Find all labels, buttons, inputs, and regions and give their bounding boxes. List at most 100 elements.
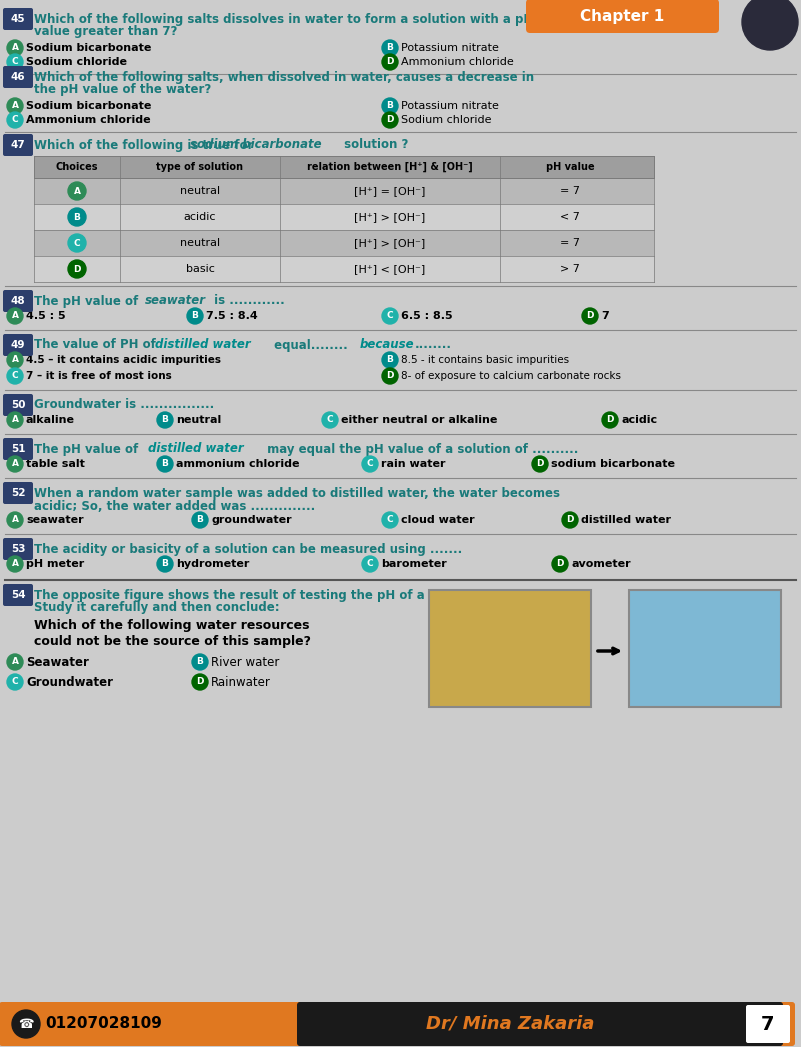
Text: 8- of exposure to calcium carbonate rocks: 8- of exposure to calcium carbonate rock…: [401, 371, 621, 381]
Text: seawater: seawater: [26, 515, 83, 525]
Text: 51: 51: [10, 444, 26, 454]
Circle shape: [382, 54, 398, 70]
Text: A: A: [11, 658, 18, 667]
Text: River water: River water: [211, 655, 280, 668]
Text: The pH value of: The pH value of: [34, 294, 143, 308]
Text: D: D: [606, 416, 614, 424]
Text: C: C: [12, 115, 18, 125]
Circle shape: [552, 556, 568, 572]
FancyBboxPatch shape: [34, 230, 654, 257]
Text: type of solution: type of solution: [156, 162, 244, 172]
Circle shape: [68, 233, 86, 252]
Text: When a random water sample was added to distilled water, the water becomes: When a random water sample was added to …: [34, 487, 560, 499]
Text: A: A: [11, 102, 18, 111]
Circle shape: [157, 413, 173, 428]
Circle shape: [7, 98, 23, 114]
Circle shape: [742, 0, 798, 50]
Circle shape: [68, 208, 86, 226]
Text: 6.5 : 8.5: 6.5 : 8.5: [401, 311, 453, 321]
Circle shape: [7, 456, 23, 472]
FancyBboxPatch shape: [3, 290, 33, 312]
Text: D: D: [73, 265, 81, 273]
Text: B: B: [191, 312, 199, 320]
Text: B: B: [162, 460, 168, 468]
Text: sodium bicarbonate: sodium bicarbonate: [190, 138, 322, 152]
Text: neutral: neutral: [180, 238, 220, 248]
Text: Rainwater: Rainwater: [211, 675, 271, 689]
Circle shape: [7, 413, 23, 428]
Text: C: C: [327, 416, 333, 424]
Text: Seawater: Seawater: [26, 655, 89, 668]
Text: distilled water: distilled water: [148, 443, 244, 455]
Text: Ammonium chloride: Ammonium chloride: [401, 57, 513, 67]
Text: B: B: [196, 515, 203, 525]
Text: Which of the following salts dissolves in water to form a solution with a pH: Which of the following salts dissolves i…: [34, 13, 533, 25]
Text: solution ?: solution ?: [340, 138, 409, 152]
Circle shape: [322, 413, 338, 428]
Text: D: D: [556, 559, 564, 569]
Text: seawater: seawater: [145, 294, 206, 308]
Text: D: D: [386, 115, 394, 125]
FancyBboxPatch shape: [3, 66, 33, 88]
Text: 7 – it is free of most ions: 7 – it is free of most ions: [26, 371, 171, 381]
Circle shape: [7, 674, 23, 690]
Text: Sodium chloride: Sodium chloride: [26, 57, 127, 67]
Text: D: D: [586, 312, 594, 320]
Text: Ammonium chloride: Ammonium chloride: [26, 115, 151, 125]
Text: C: C: [367, 460, 373, 468]
Text: C: C: [387, 312, 393, 320]
Text: C: C: [12, 58, 18, 67]
Text: D: D: [386, 58, 394, 67]
Text: The value of PH of: The value of PH of: [34, 338, 160, 352]
Text: A: A: [11, 356, 18, 364]
Text: equal........: equal........: [270, 338, 348, 352]
Text: acidic; So, the water added was ..............: acidic; So, the water added was ........…: [34, 499, 316, 512]
Text: hydrometer: hydrometer: [176, 559, 249, 569]
Text: Sodium bicarbonate: Sodium bicarbonate: [26, 101, 151, 111]
Text: Which of the following is true for: Which of the following is true for: [34, 138, 258, 152]
Text: 45: 45: [10, 14, 26, 24]
Text: Choices: Choices: [56, 162, 99, 172]
Text: because: because: [360, 338, 415, 352]
Text: Sodium bicarbonate: Sodium bicarbonate: [26, 43, 151, 53]
Text: 8.5 - it contains basic impurities: 8.5 - it contains basic impurities: [401, 355, 570, 365]
FancyBboxPatch shape: [34, 156, 654, 178]
FancyBboxPatch shape: [3, 482, 33, 504]
Text: Study it carefully and then conclude:: Study it carefully and then conclude:: [34, 601, 280, 615]
Text: 01207028109: 01207028109: [45, 1017, 162, 1031]
Text: neutral: neutral: [176, 415, 221, 425]
Text: < 7: < 7: [560, 211, 580, 222]
Circle shape: [7, 512, 23, 528]
Text: A: A: [11, 460, 18, 468]
Text: ammonium chloride: ammonium chloride: [176, 459, 300, 469]
Text: rain water: rain water: [381, 459, 445, 469]
Circle shape: [582, 308, 598, 324]
Text: 4.5 : 5: 4.5 : 5: [26, 311, 66, 321]
Circle shape: [7, 352, 23, 367]
Text: Sodium chloride: Sodium chloride: [401, 115, 492, 125]
Circle shape: [7, 54, 23, 70]
Text: Which of the following salts, when dissolved in water, causes a decrease in: Which of the following salts, when disso…: [34, 70, 534, 84]
FancyBboxPatch shape: [3, 438, 33, 460]
Text: = 7: = 7: [560, 238, 580, 248]
Text: A: A: [11, 515, 18, 525]
Text: The acidity or basicity of a solution can be measured using .......: The acidity or basicity of a solution ca…: [34, 542, 462, 556]
Circle shape: [382, 512, 398, 528]
Text: distilled water: distilled water: [581, 515, 671, 525]
Circle shape: [157, 556, 173, 572]
Circle shape: [7, 556, 23, 572]
Circle shape: [192, 654, 208, 670]
Text: 49: 49: [10, 340, 26, 350]
Text: [H⁺] < [OH⁻]: [H⁺] < [OH⁻]: [354, 264, 425, 274]
Text: = 7: = 7: [560, 186, 580, 196]
Text: 7: 7: [601, 311, 609, 321]
FancyBboxPatch shape: [3, 8, 33, 30]
Text: either neutral or alkaline: either neutral or alkaline: [341, 415, 497, 425]
Text: groundwater: groundwater: [211, 515, 292, 525]
FancyBboxPatch shape: [629, 591, 781, 707]
Text: 47: 47: [10, 140, 26, 150]
FancyBboxPatch shape: [746, 1005, 790, 1043]
Circle shape: [68, 260, 86, 279]
Text: may equal the pH value of a solution of ..........: may equal the pH value of a solution of …: [263, 443, 578, 455]
Text: Groundwater is ................: Groundwater is ................: [34, 399, 214, 411]
